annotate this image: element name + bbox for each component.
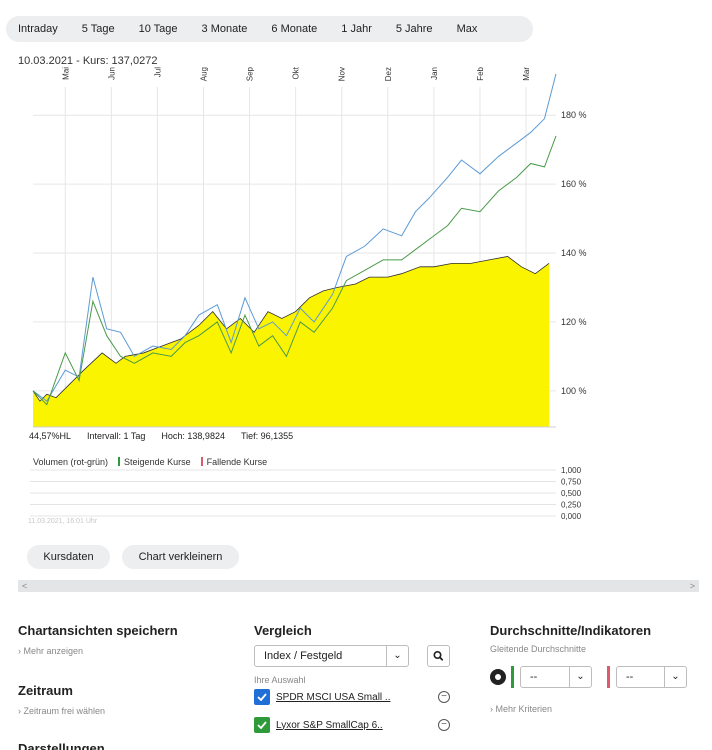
chevron-down-icon: ⌄ — [664, 667, 686, 687]
stat-hoch: Hoch: 138,9824 — [161, 431, 225, 441]
steigend-marker — [118, 457, 121, 466]
x-tick-label: Nov — [338, 67, 347, 81]
check-icon — [257, 693, 267, 701]
vergleich-item-1: SPDR MSCI USA Small .. — [254, 688, 390, 706]
x-tick-label: Aug — [199, 67, 208, 81]
vergleich-select-value: Index / Festgeld — [264, 650, 343, 662]
vergleich-title: Vergleich — [254, 623, 312, 638]
chevron-down-icon: ⌄ — [569, 667, 591, 687]
x-tick-label: Jan — [430, 67, 439, 80]
tab-5-jahre[interactable]: 5 Jahre — [395, 23, 433, 35]
area-series-line — [32, 256, 550, 402]
x-tick-label: Mar — [522, 67, 531, 81]
stat-intervall: Intervall: 1 Tag — [87, 431, 146, 441]
y-tick-label: 140 % — [561, 248, 587, 258]
kurs-label: 10.03.2021 - Kurs: 137,0272 — [18, 55, 158, 67]
y-tick-label: 160 % — [561, 179, 587, 189]
volume-tick-label: 0,000 — [561, 512, 582, 521]
remove-item-1-icon[interactable]: − — [438, 691, 450, 703]
mehr-kriterien-label: Mehr Kriterien — [495, 704, 553, 714]
price-chart[interactable]: 100 % 120 % 140 % 160 % 180 % Mai Jun Jul Aug Sep… — [0, 60, 712, 432]
indicator-select-2-value: -- — [626, 671, 634, 683]
checkbox-lyxor[interactable] — [254, 717, 270, 733]
area-series — [33, 256, 550, 427]
indicator-select-1[interactable]: -- ⌄ — [520, 666, 592, 688]
zeitraum-link-label: Zeitraum frei wählen — [23, 706, 106, 716]
volume-tick-label: 0,750 — [561, 478, 582, 487]
darstellungen-title: Darstellungen — [18, 741, 105, 750]
horizontal-scrollbar[interactable]: < > — [18, 580, 699, 592]
x-tick-label: Dez — [384, 67, 393, 81]
tab-max[interactable]: Max — [456, 23, 478, 35]
stat-tief: Tief: 96,1355 — [240, 431, 294, 441]
tab-10-tage[interactable]: 10 Tage — [138, 23, 178, 35]
ihre-auswahl-label: Ihre Auswahl — [254, 675, 306, 685]
chevron-right-icon: › — [490, 704, 493, 714]
indicator-color-green[interactable] — [511, 666, 514, 688]
scroll-right-icon[interactable]: > — [689, 581, 695, 591]
vergleich-item-2-link[interactable]: Lyxor S&P SmallCap 6.. — [276, 719, 383, 731]
volume-chart: 1,000 0,750 0,500 0,250 0,000 — [30, 466, 582, 521]
legend-steigend-label: Steigende Kurse — [124, 457, 191, 467]
chartansichten-title: Chartansichten speichern — [18, 623, 178, 638]
legend-fallend-label: Fallende Kurse — [206, 457, 268, 467]
fallend-marker — [200, 457, 203, 466]
checkbox-spdr[interactable] — [254, 689, 270, 705]
volume-date: 11.03.2021, 16:01 Uhr — [28, 518, 98, 525]
search-button[interactable] — [427, 645, 450, 667]
mehr-anzeigen-label: Mehr anzeigen — [23, 646, 84, 656]
tab-6-monate[interactable]: 6 Monate — [271, 23, 318, 35]
kursdaten-button[interactable]: Kursdaten — [27, 545, 110, 569]
chevron-right-icon: › — [18, 706, 21, 716]
chevron-right-icon: › — [18, 646, 21, 656]
y-tick-label: 120 % — [561, 317, 587, 327]
x-tick-label: Jul — [153, 67, 162, 77]
stat-hl: 44,57%HL — [29, 431, 72, 441]
x-tick-label: Okt — [292, 66, 301, 79]
vergleich-item-2: Lyxor S&P SmallCap 6.. — [254, 716, 383, 734]
line-series-blue — [32, 73, 557, 402]
scroll-left-icon[interactable]: < — [22, 581, 28, 591]
volume-tick-label: 0,500 — [561, 489, 582, 498]
chart-verkleinern-button[interactable]: Chart verkleinern — [122, 545, 239, 569]
remove-item-2-icon[interactable]: − — [438, 719, 450, 731]
indikatoren-title: Durchschnitte/Indikatoren — [490, 623, 652, 638]
legend-steigend: Steigende Kurse — [118, 457, 191, 467]
zeitraum-title: Zeitraum — [18, 683, 73, 698]
indicator-radio[interactable] — [490, 669, 506, 685]
chart-stats: 44,57%HL Intervall: 1 Tag Hoch: 138,9824… — [29, 431, 293, 441]
x-tick-label: Sep — [246, 66, 255, 81]
zeitraum-link[interactable]: › Zeitraum frei wählen — [18, 706, 105, 716]
gleitende-durchschnitte-label: Gleitende Durchschnitte — [490, 644, 587, 654]
search-icon — [433, 651, 444, 661]
indicator-color-red[interactable] — [607, 666, 610, 688]
line-series-green — [32, 135, 557, 406]
volume-label: Volumen (rot-grün) — [33, 457, 109, 467]
volume-tick-label: 0,250 — [561, 501, 582, 510]
chevron-down-icon: ⌄ — [386, 646, 408, 666]
vergleich-select[interactable]: Index / Festgeld ⌄ — [254, 645, 409, 667]
time-range-tabs: Intraday 5 Tage 10 Tage 3 Monate 6 Monat… — [6, 16, 533, 42]
x-tick-label: Mai — [61, 67, 70, 80]
indicator-select-1-value: -- — [530, 671, 538, 683]
volume-legend: Volumen (rot-grün) Steigende Kurse Falle… — [33, 457, 267, 467]
legend-fallend: Fallende Kurse — [200, 457, 268, 467]
x-tick-label: Feb — [476, 66, 485, 80]
vergleich-item-1-link[interactable]: SPDR MSCI USA Small .. — [276, 691, 391, 703]
tab-3-monate[interactable]: 3 Monate — [201, 23, 248, 35]
tab-1-jahr[interactable]: 1 Jahr — [341, 23, 372, 35]
mehr-kriterien-link[interactable]: › Mehr Kriterien — [490, 704, 552, 714]
volume-tick-label: 1,000 — [561, 466, 582, 475]
tab-intraday[interactable]: Intraday — [18, 23, 58, 35]
x-tick-label: Jun — [107, 67, 116, 80]
y-tick-label: 100 % — [561, 386, 587, 396]
mehr-anzeigen-link[interactable]: › Mehr anzeigen — [18, 646, 83, 656]
indicator-select-2[interactable]: -- ⌄ — [616, 666, 687, 688]
tab-5-tage[interactable]: 5 Tage — [81, 23, 115, 35]
check-icon — [257, 721, 267, 729]
y-tick-label: 180 % — [561, 110, 587, 120]
